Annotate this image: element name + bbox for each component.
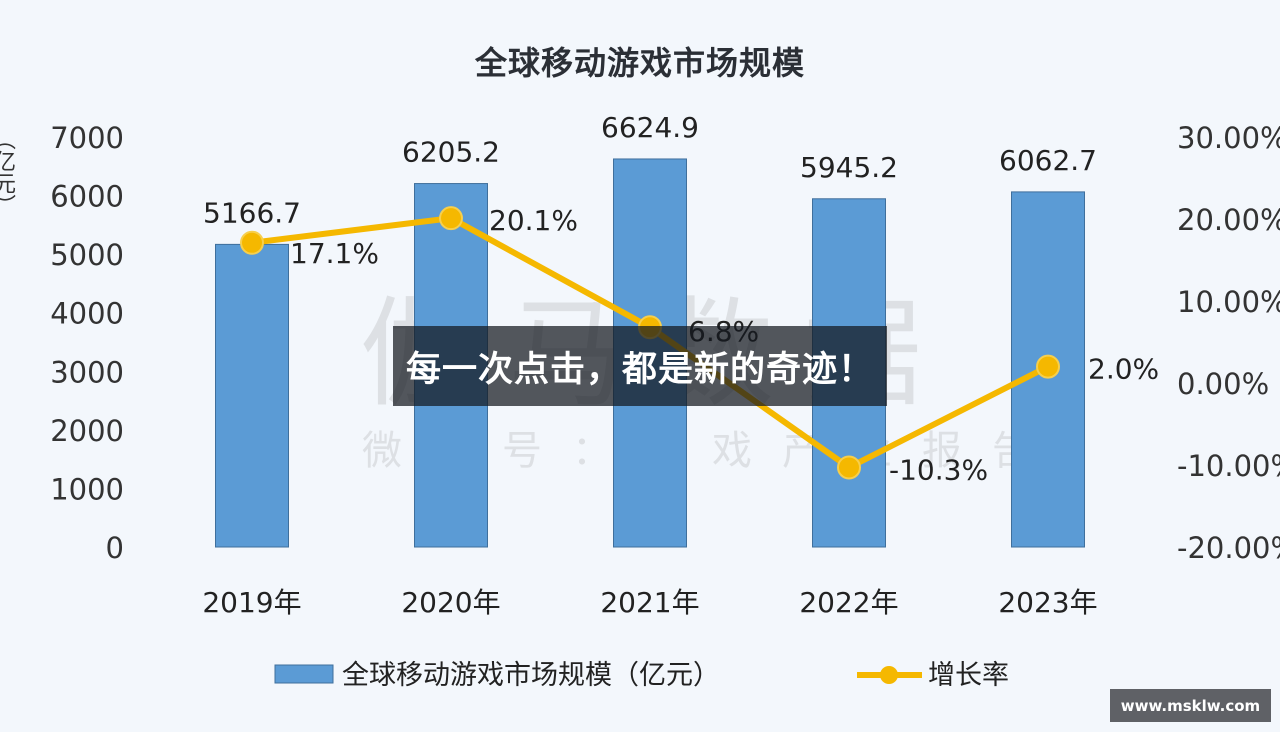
left-axis-unit-label: （亿元） bbox=[0, 128, 15, 216]
bar bbox=[215, 243, 289, 548]
left-axis-tick: 4000 bbox=[50, 297, 124, 331]
right-axis-tick: 30.00% bbox=[1177, 121, 1280, 155]
x-axis-tick: 2023年 bbox=[998, 586, 1097, 619]
bar-value-label: 6062.7 bbox=[999, 144, 1097, 177]
right-axis-tick: 20.00% bbox=[1177, 203, 1280, 237]
legend-bar-label: 全球移动游戏市场规模（亿元） bbox=[342, 660, 720, 691]
left-axis-tick: 6000 bbox=[50, 180, 124, 214]
line-marker-icon bbox=[1036, 354, 1060, 379]
chart-title: 全球移动游戏市场规模 bbox=[474, 44, 805, 82]
line-value-label: 17.1% bbox=[290, 237, 379, 270]
line-value-label: 2.0% bbox=[1088, 353, 1159, 386]
left-axis-tick: 7000 bbox=[50, 121, 124, 155]
left-axis-tick: 3000 bbox=[50, 355, 124, 389]
x-axis-tick: 2021年 bbox=[600, 586, 699, 619]
bar-value-label: 6624.9 bbox=[601, 111, 699, 144]
line-value-label: 20.1% bbox=[489, 204, 578, 237]
x-axis-tick: 2019年 bbox=[202, 586, 301, 619]
right-axis-tick: -20.00% bbox=[1177, 531, 1280, 565]
left-axis-tick: 5000 bbox=[50, 238, 124, 272]
line-marker-icon bbox=[439, 206, 463, 231]
bar-value-label: 5945.2 bbox=[800, 151, 898, 184]
left-axis-tick: 1000 bbox=[50, 472, 124, 506]
x-axis-tick: 2022年 bbox=[799, 586, 898, 619]
line-value-label: -10.3% bbox=[889, 453, 988, 486]
site-badge[interactable]: www.msklw.com bbox=[1110, 689, 1271, 722]
line-marker-icon bbox=[240, 230, 264, 255]
left-axis-tick: 0 bbox=[106, 531, 124, 565]
bar-value-labels: 5166.7 6205.2 6624.9 5945.2 6062.7 bbox=[203, 111, 1097, 229]
x-axis: 2019年 2020年 2021年 2022年 2023年 bbox=[202, 586, 1097, 619]
legend-line-marker-icon bbox=[880, 666, 898, 684]
right-axis-tick: 10.00% bbox=[1177, 285, 1280, 319]
bar-value-label: 6205.2 bbox=[402, 136, 500, 169]
promo-banner[interactable]: 每一次点击，都是新的奇迹！ bbox=[393, 326, 887, 406]
left-axis-tick: 2000 bbox=[50, 414, 124, 448]
left-y-axis: 7000 6000 5000 4000 3000 2000 1000 0 bbox=[50, 121, 124, 565]
legend: 全球移动游戏市场规模（亿元） 增长率 bbox=[274, 660, 1009, 691]
legend-bar-swatch-icon bbox=[274, 664, 334, 684]
right-axis-tick: 0.00% bbox=[1177, 367, 1269, 401]
legend-line-label: 增长率 bbox=[928, 660, 1009, 691]
line-marker-icon bbox=[837, 455, 861, 480]
right-axis-tick: -10.00% bbox=[1177, 449, 1280, 483]
bar-value-label: 5166.7 bbox=[203, 196, 301, 229]
x-axis-tick: 2020年 bbox=[401, 586, 500, 619]
right-y-axis: 30.00% 20.00% 10.00% 0.00% -10.00% -20.00% bbox=[1177, 121, 1280, 565]
